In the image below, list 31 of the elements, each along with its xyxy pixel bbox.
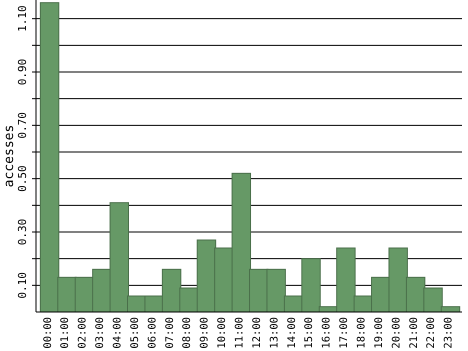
x-tick-label: 07:00 (164, 317, 176, 349)
x-tick-label: 03:00 (94, 317, 106, 349)
x-tick-label: 17:00 (338, 317, 350, 349)
x-tick-label: 08:00 (181, 317, 194, 349)
x-tick-label: 09:00 (198, 317, 211, 349)
x-tick-label: 22:00 (425, 317, 438, 349)
x-tick-label: 18:00 (356, 317, 368, 349)
x-tick-label: 00:00 (42, 317, 54, 349)
y-tick-label: 0.70 (16, 112, 29, 139)
x-tick-label: 15:00 (303, 317, 316, 349)
x-tick-label: 05:00 (128, 317, 141, 349)
y-tick-label: 0.90 (16, 58, 29, 86)
x-tick-label: 06:00 (146, 317, 158, 349)
x-tick-label: 14:00 (286, 317, 298, 349)
y-tick-label: 0.10 (16, 272, 29, 299)
x-tick-label: 10:00 (216, 317, 228, 349)
x-tick-label: 16:00 (320, 317, 333, 349)
x-tick-label: 20:00 (390, 317, 402, 349)
x-tick-label: 04:00 (111, 317, 124, 349)
y-axis-title: accesses (2, 124, 17, 188)
y-tick-label: 1.10 (16, 5, 29, 32)
x-tick-label: 13:00 (268, 317, 280, 349)
x-tick-label: 11:00 (233, 317, 246, 349)
x-tick-label: 23:00 (442, 317, 455, 349)
x-tick-label: 01:00 (59, 317, 72, 349)
y-tick-label: 0.30 (16, 218, 29, 246)
x-tick-label: 02:00 (76, 317, 89, 349)
x-tick-label: 12:00 (250, 317, 263, 349)
x-tick-label: 21:00 (408, 317, 420, 349)
y-tick-label: 0.50 (16, 165, 29, 192)
x-tick-label: 19:00 (372, 317, 385, 349)
